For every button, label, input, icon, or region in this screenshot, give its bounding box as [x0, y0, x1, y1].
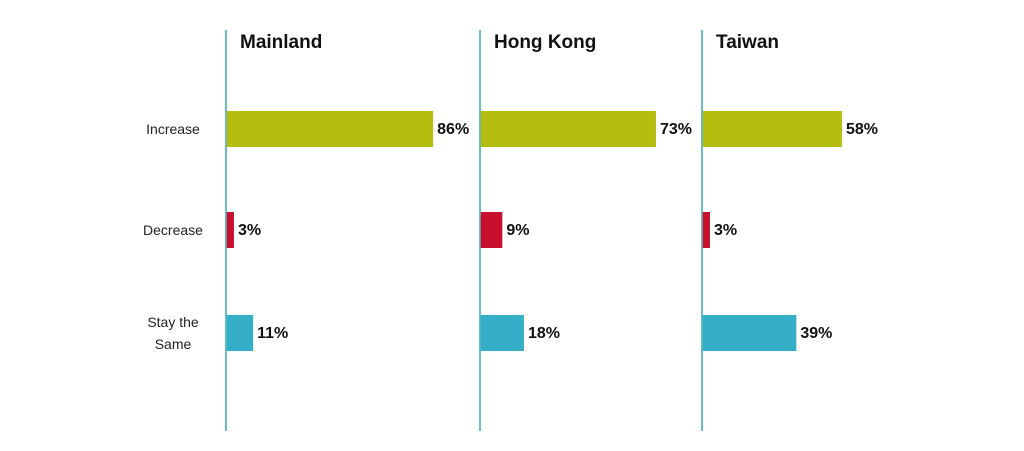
bar — [702, 315, 797, 351]
bar — [226, 315, 254, 351]
category-label: Decrease — [143, 222, 203, 238]
bar — [226, 111, 434, 147]
value-label: 86% — [437, 121, 469, 138]
panel-title: Taiwan — [716, 32, 779, 53]
value-label: 9% — [506, 222, 529, 239]
bar — [702, 212, 710, 248]
category-label: Stay the Same — [147, 314, 199, 352]
value-label: 39% — [800, 325, 832, 342]
panel-title: Mainland — [240, 32, 322, 53]
value-label: 58% — [846, 121, 878, 138]
value-label: 3% — [238, 222, 261, 239]
value-label: 3% — [714, 222, 737, 239]
bar — [480, 212, 503, 248]
value-label: 73% — [660, 121, 692, 138]
value-label: 18% — [528, 325, 560, 342]
category-label: Increase — [146, 121, 200, 137]
bar — [226, 212, 234, 248]
bar — [702, 111, 842, 147]
bar — [480, 111, 656, 147]
bar — [480, 315, 524, 351]
value-label: 11% — [257, 325, 288, 342]
panel-title: Hong Kong — [494, 32, 596, 53]
